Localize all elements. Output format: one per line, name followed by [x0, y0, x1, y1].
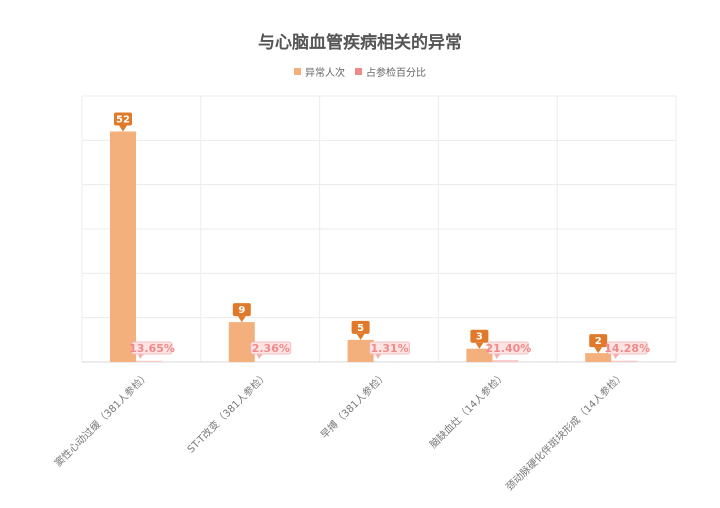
value-label-pointer: [356, 333, 365, 340]
value-label-bg: [589, 334, 608, 348]
percent-label-pointer: [256, 354, 263, 359]
value-label-bg: [232, 303, 251, 317]
percent-label: 2.36%: [252, 342, 290, 355]
percent-label: 13.65%: [129, 342, 175, 355]
value-label-pointer: [119, 125, 127, 132]
value-label-bg: [351, 320, 370, 334]
legend-label-percent: 占参检百分比: [366, 68, 426, 79]
value-label-bg: [470, 329, 489, 343]
value-label-pointer: [475, 342, 484, 349]
value-label: 5: [357, 323, 364, 334]
category-label: 早搏（381人参检）: [318, 369, 390, 441]
bar-percent: [611, 360, 638, 362]
bar-count: [585, 353, 612, 362]
bar-count: [110, 131, 136, 362]
percent-label-pointer: [613, 354, 620, 359]
chart-title: 与心脑血管疾病相关的异常: [258, 33, 462, 53]
legend-swatch-percent: [355, 68, 362, 75]
percent-label-pointer: [494, 354, 501, 359]
legend-item-percent[interactable]: 占参检百分比: [355, 64, 426, 79]
percent-label-bg: [131, 341, 173, 355]
percent-label-bg: [487, 341, 529, 355]
bar-percent: [492, 360, 519, 362]
value-label: 52: [116, 114, 130, 125]
legend-label-count: 异常人次: [305, 68, 345, 79]
bar-count: [347, 339, 374, 362]
bar-count: [228, 322, 255, 362]
bar-percent: [136, 360, 162, 362]
percent-label: 21.40%: [485, 342, 531, 355]
value-label: 2: [595, 336, 602, 347]
legend-swatch-count: [294, 68, 301, 75]
category-label: ST-T改变（381人参检）: [184, 369, 271, 456]
value-label-pointer: [594, 347, 603, 354]
value-label-bg: [114, 112, 132, 126]
category-label: 脑缺血灶（14人参检）: [427, 369, 509, 451]
bar-count: [466, 348, 493, 362]
legend: 异常人次 占参检百分比: [0, 64, 720, 79]
category-label: 颈动脉硬化伴斑块形成（14人参检）: [503, 369, 627, 493]
percent-label-bg: [606, 341, 648, 355]
category-label: 窦性心动过缓（381人参检）: [52, 369, 152, 469]
percent-label-bg: [250, 341, 292, 355]
value-label: 9: [238, 305, 245, 316]
percent-label-bg: [369, 341, 411, 355]
percent-label-pointer: [138, 354, 144, 359]
percent-label: 1.31%: [371, 342, 409, 355]
percent-label: 14.28%: [604, 342, 650, 355]
value-label: 3: [476, 332, 483, 343]
value-label-pointer: [237, 316, 246, 323]
percent-label-pointer: [375, 354, 382, 359]
legend-item-count[interactable]: 异常人次: [294, 64, 345, 79]
